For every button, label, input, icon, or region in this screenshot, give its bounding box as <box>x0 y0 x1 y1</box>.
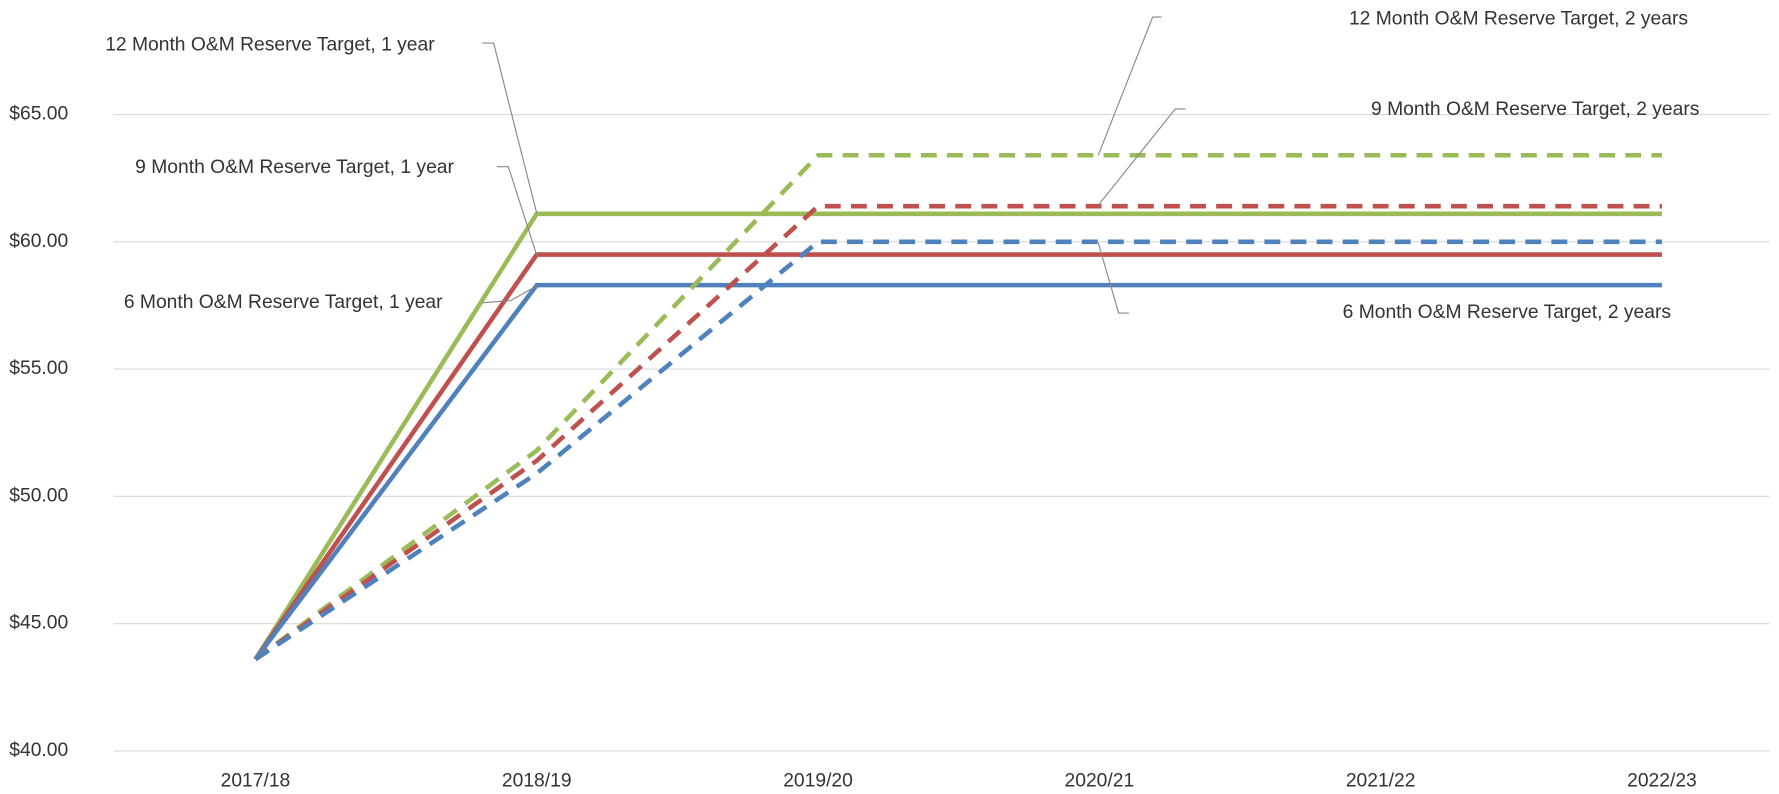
y-tick-label: $65.00 <box>9 104 68 125</box>
series-label: 9 Month O&M Reserve Target, 1 year <box>135 157 454 178</box>
series-line <box>253 282 1662 661</box>
leader-line <box>1097 242 1129 314</box>
series-label: 12 Month O&M Reserve Target, 1 year <box>105 34 435 55</box>
leader-line <box>1097 16 1162 156</box>
series-label: 9 Month O&M Reserve Target, 2 years <box>1371 99 1699 120</box>
x-tick-label: 2017/18 <box>221 771 291 792</box>
series-line <box>254 239 1662 662</box>
series-label: 6 Month O&M Reserve Target, 2 years <box>1343 302 1671 323</box>
leader-line <box>482 285 538 304</box>
y-tick-label: $45.00 <box>9 613 68 634</box>
x-tick-label: 2019/20 <box>783 771 853 792</box>
series-label: 6 Month O&M Reserve Target, 1 year <box>124 292 443 313</box>
y-tick-label: $50.00 <box>9 485 68 506</box>
series-line <box>253 252 1662 661</box>
y-tick-label: $40.00 <box>9 740 68 761</box>
y-tick-label: $60.00 <box>9 231 68 252</box>
x-tick-label: 2020/21 <box>1065 771 1135 792</box>
leader-line <box>482 42 538 214</box>
leader-line <box>1097 108 1186 206</box>
series-line <box>254 153 1662 662</box>
x-tick-label: 2022/23 <box>1627 771 1697 792</box>
x-tick-label: 2018/19 <box>502 771 572 792</box>
series-line <box>253 211 1662 661</box>
series-line <box>254 203 1662 662</box>
x-tick-label: 2021/22 <box>1346 771 1416 792</box>
series-label: 12 Month O&M Reserve Target, 2 years <box>1349 8 1688 29</box>
y-tick-label: $55.00 <box>9 358 68 379</box>
leader-line <box>497 166 538 256</box>
